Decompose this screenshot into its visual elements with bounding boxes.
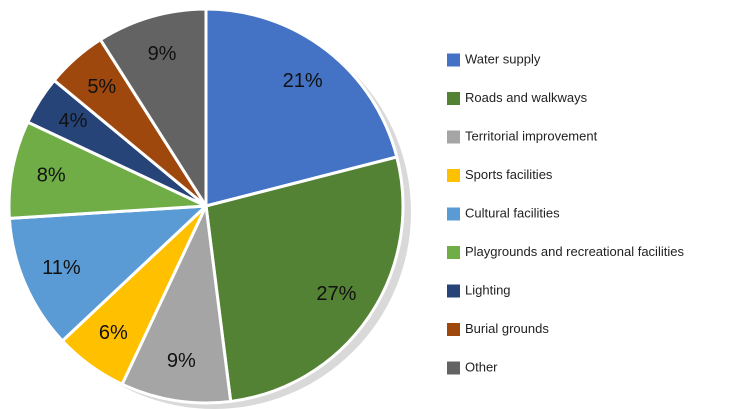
legend-label: Territorial improvement xyxy=(465,128,598,143)
legend-label: Cultural facilities xyxy=(465,205,560,220)
legend-label: Roads and walkways xyxy=(465,90,588,105)
pie-slice xyxy=(98,7,208,212)
legend-swatch xyxy=(447,323,460,336)
legend-swatch xyxy=(447,130,460,144)
legend-label: Burial grounds xyxy=(465,321,549,336)
data-label: 21% xyxy=(283,70,323,92)
legend-label: Lighting xyxy=(465,282,511,297)
legend-swatch xyxy=(447,207,460,221)
data-label: 8% xyxy=(37,165,66,187)
legend-label: Sports facilities xyxy=(465,167,553,182)
data-label: 9% xyxy=(167,350,196,372)
data-label: 5% xyxy=(87,76,116,98)
data-label: 9% xyxy=(148,43,177,65)
pie-slice xyxy=(120,200,233,405)
pie-slice xyxy=(204,155,405,404)
legend-label: Water supply xyxy=(465,51,541,66)
data-label: 6% xyxy=(99,322,128,344)
data-label: 4% xyxy=(58,110,87,132)
pie-slice xyxy=(204,7,399,208)
legend-swatch xyxy=(447,92,460,105)
legend-swatch xyxy=(447,361,460,375)
data-label: 27% xyxy=(316,283,356,305)
pie-slice xyxy=(7,204,211,343)
pie-slice xyxy=(7,120,207,220)
legend-label: Playgrounds and recreational facilities xyxy=(465,244,684,259)
legend-label: Other xyxy=(465,359,498,374)
data-label: 11% xyxy=(42,257,81,279)
legend-swatch xyxy=(447,246,460,259)
legend-swatch xyxy=(447,169,460,182)
legend-swatch xyxy=(447,53,460,67)
legend-swatch xyxy=(447,284,460,298)
